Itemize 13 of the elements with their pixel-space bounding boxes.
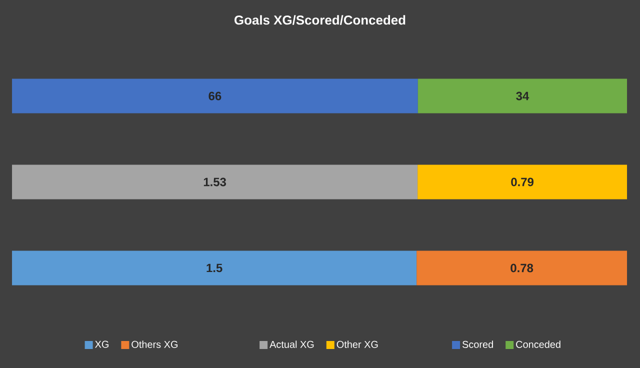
legend-label: XG (95, 340, 108, 348)
legend-label: Others XG (132, 340, 178, 348)
data-label: 34 (516, 92, 530, 100)
data-label: 0.79 (511, 178, 534, 186)
legend-label: Actual XG (270, 340, 314, 348)
legend-label: Conceded (516, 340, 560, 348)
data-label: 0.78 (510, 264, 534, 272)
data-label: 1.5 (206, 264, 222, 272)
legend-label: Other XG (336, 340, 378, 348)
legend-label: Scored (462, 340, 493, 348)
chart-title: Goals XG/Scored/Conceded (234, 15, 406, 25)
data-label: 1.53 (204, 178, 226, 186)
data-label: 66 (208, 92, 222, 100)
